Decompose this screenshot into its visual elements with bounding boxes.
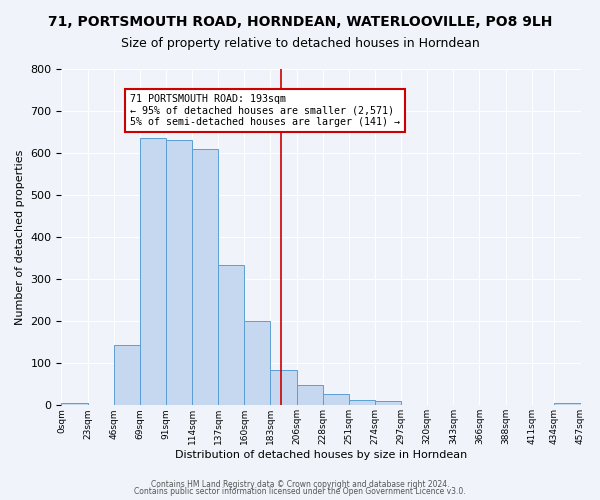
Bar <box>61 403 88 406</box>
Bar <box>166 140 192 406</box>
Bar <box>271 370 296 406</box>
Bar <box>113 345 140 406</box>
Y-axis label: Number of detached properties: Number of detached properties <box>15 150 25 325</box>
Bar <box>554 403 581 406</box>
Bar <box>349 400 375 406</box>
Bar <box>192 150 218 406</box>
Bar <box>140 138 166 406</box>
Text: Contains HM Land Registry data © Crown copyright and database right 2024.: Contains HM Land Registry data © Crown c… <box>151 480 449 489</box>
Bar <box>323 394 349 406</box>
Text: Size of property relative to detached houses in Horndean: Size of property relative to detached ho… <box>121 38 479 51</box>
Bar <box>296 385 323 406</box>
Text: 71, PORTSMOUTH ROAD, HORNDEAN, WATERLOOVILLE, PO8 9LH: 71, PORTSMOUTH ROAD, HORNDEAN, WATERLOOV… <box>48 15 552 29</box>
Bar <box>218 266 244 406</box>
X-axis label: Distribution of detached houses by size in Horndean: Distribution of detached houses by size … <box>175 450 467 460</box>
Bar <box>375 401 401 406</box>
Text: 71 PORTSMOUTH ROAD: 193sqm
← 95% of detached houses are smaller (2,571)
5% of se: 71 PORTSMOUTH ROAD: 193sqm ← 95% of deta… <box>130 94 400 128</box>
Text: Contains public sector information licensed under the Open Government Licence v3: Contains public sector information licen… <box>134 488 466 496</box>
Bar <box>244 321 271 406</box>
